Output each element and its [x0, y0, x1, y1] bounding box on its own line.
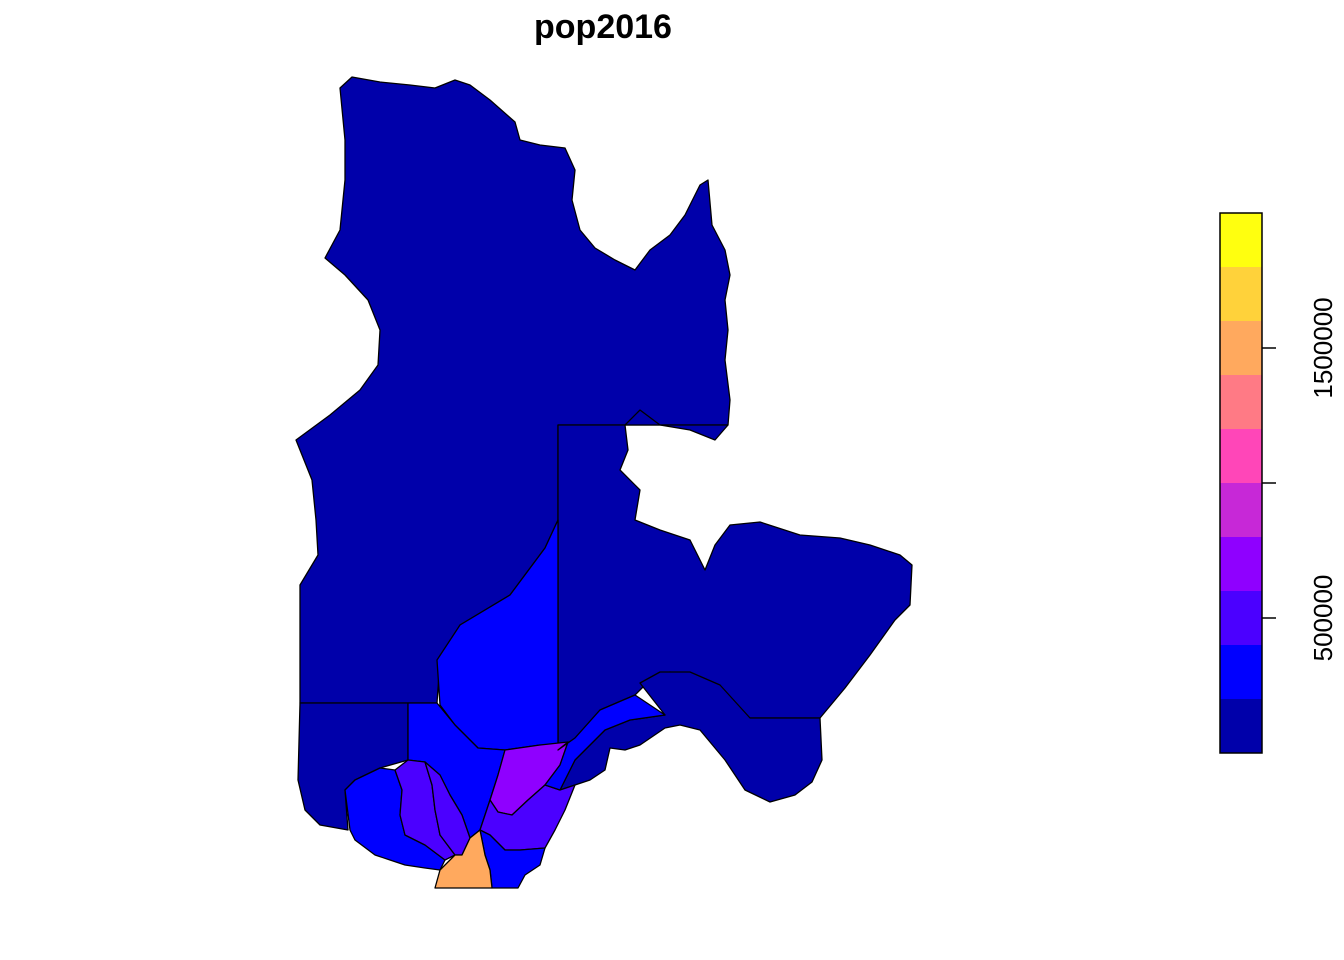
legend-swatch — [1220, 483, 1262, 537]
region-layer — [295, 76, 913, 889]
legend-swatches — [1219, 212, 1263, 754]
legend-swatch — [1220, 645, 1262, 699]
region-east-upper — [557, 409, 913, 751]
region-south-orange — [434, 829, 493, 889]
legend-swatch — [1220, 267, 1262, 321]
region-north — [295, 76, 731, 704]
legend-swatch — [1220, 321, 1262, 375]
legend-tick-label: 500000 — [1308, 575, 1338, 662]
region-south-east-blue-2 — [544, 694, 666, 791]
legend-swatch — [1220, 213, 1262, 267]
legend-swatch — [1220, 537, 1262, 591]
legend-swatch — [1220, 591, 1262, 645]
legend-tick-label: 1500000 — [1308, 297, 1338, 398]
map-title: pop2016 — [534, 8, 672, 46]
legend-swatch — [1220, 375, 1262, 429]
color-legend: 500000 1500000 — [1219, 212, 1338, 754]
legend-swatch — [1220, 699, 1262, 753]
legend-ticks: 500000 1500000 — [1262, 297, 1338, 661]
legend-swatch — [1220, 429, 1262, 483]
